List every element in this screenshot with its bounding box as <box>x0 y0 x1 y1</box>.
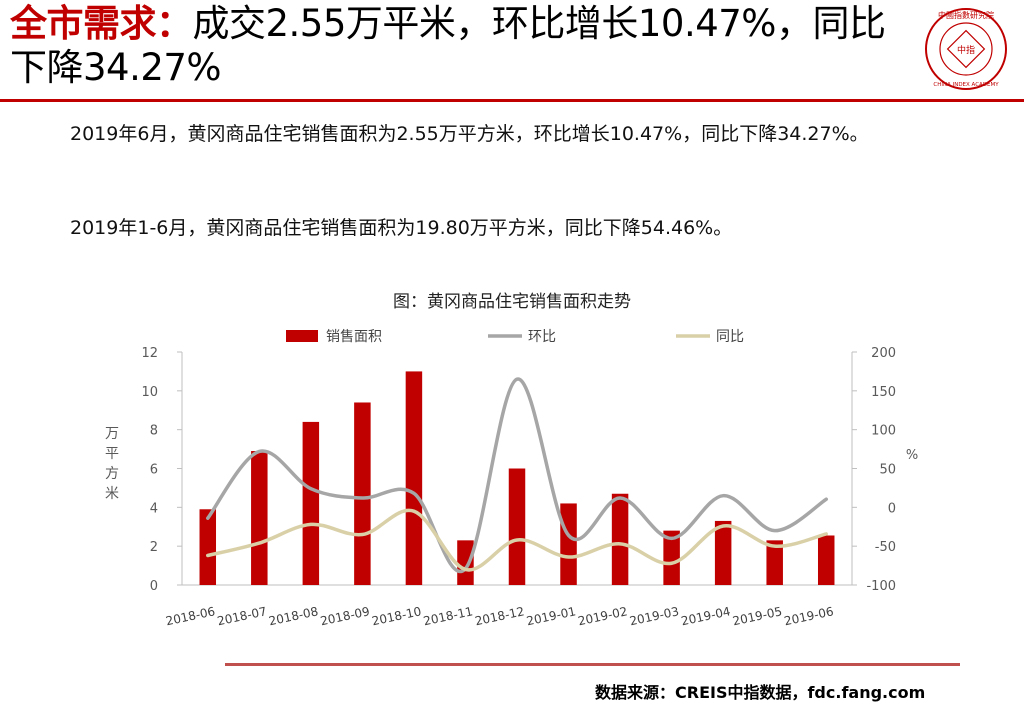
x-tick-label: 2019-03 <box>628 604 680 628</box>
legend-label: 销售面积 <box>326 329 382 345</box>
x-tick-label: 2018-11 <box>422 604 474 628</box>
y-tick-label: 6 <box>150 463 158 478</box>
x-tick-label: 2018-08 <box>268 604 320 628</box>
x-tick-label: 2019-04 <box>680 604 732 628</box>
legend-label: 环比 <box>528 329 556 345</box>
y2-tick-label: -100 <box>866 579 896 594</box>
bar-sales-area <box>818 535 834 585</box>
bar-sales-area <box>457 540 473 585</box>
y-tick-label: 2 <box>150 540 158 555</box>
x-tick-label: 2019-05 <box>731 604 783 628</box>
legend-label: 同比 <box>716 329 744 345</box>
y-axis-label: 万 <box>105 426 119 442</box>
y2-tick-label: 150 <box>871 385 896 400</box>
bar-sales-area <box>354 402 370 585</box>
y2-axis-label: % <box>906 448 918 463</box>
y-axis-label: 方 <box>105 466 119 482</box>
bar-sales-area <box>509 469 525 586</box>
bar-sales-area <box>715 521 731 585</box>
y2-tick-label: 100 <box>871 424 896 439</box>
y2-tick-label: 0 <box>888 501 896 516</box>
y2-tick-label: -50 <box>875 540 896 555</box>
y-tick-label: 8 <box>150 424 158 439</box>
bar-sales-area <box>612 494 628 585</box>
footer-divider <box>225 663 960 666</box>
x-tick-label: 2018-12 <box>474 604 526 628</box>
x-tick-label: 2019-06 <box>783 604 835 628</box>
bar-sales-area <box>560 503 576 585</box>
legend-swatch-sales-area <box>286 330 318 342</box>
bar-sales-area <box>303 422 319 585</box>
y-tick-label: 12 <box>141 346 158 361</box>
x-tick-label: 2018-09 <box>319 604 371 628</box>
y-tick-label: 4 <box>150 501 158 516</box>
data-source: 数据来源：CREIS中指数据，fdc.fang.com <box>595 679 925 703</box>
y2-tick-label: 200 <box>871 346 896 361</box>
y-axis-label: 平 <box>105 446 119 462</box>
y-tick-label: 0 <box>150 579 158 594</box>
y2-tick-label: 50 <box>879 463 896 478</box>
x-tick-label: 2018-06 <box>164 604 216 628</box>
x-tick-label: 2019-02 <box>577 604 629 628</box>
bar-sales-area <box>406 371 422 585</box>
x-tick-label: 2018-07 <box>216 604 268 628</box>
y-tick-label: 10 <box>141 385 158 400</box>
bar-sales-area <box>251 451 267 585</box>
bar-sales-area <box>200 509 216 585</box>
x-tick-label: 2018-10 <box>371 604 423 628</box>
x-tick-label: 2019-01 <box>525 604 577 628</box>
y-axis-label: 米 <box>105 486 119 502</box>
